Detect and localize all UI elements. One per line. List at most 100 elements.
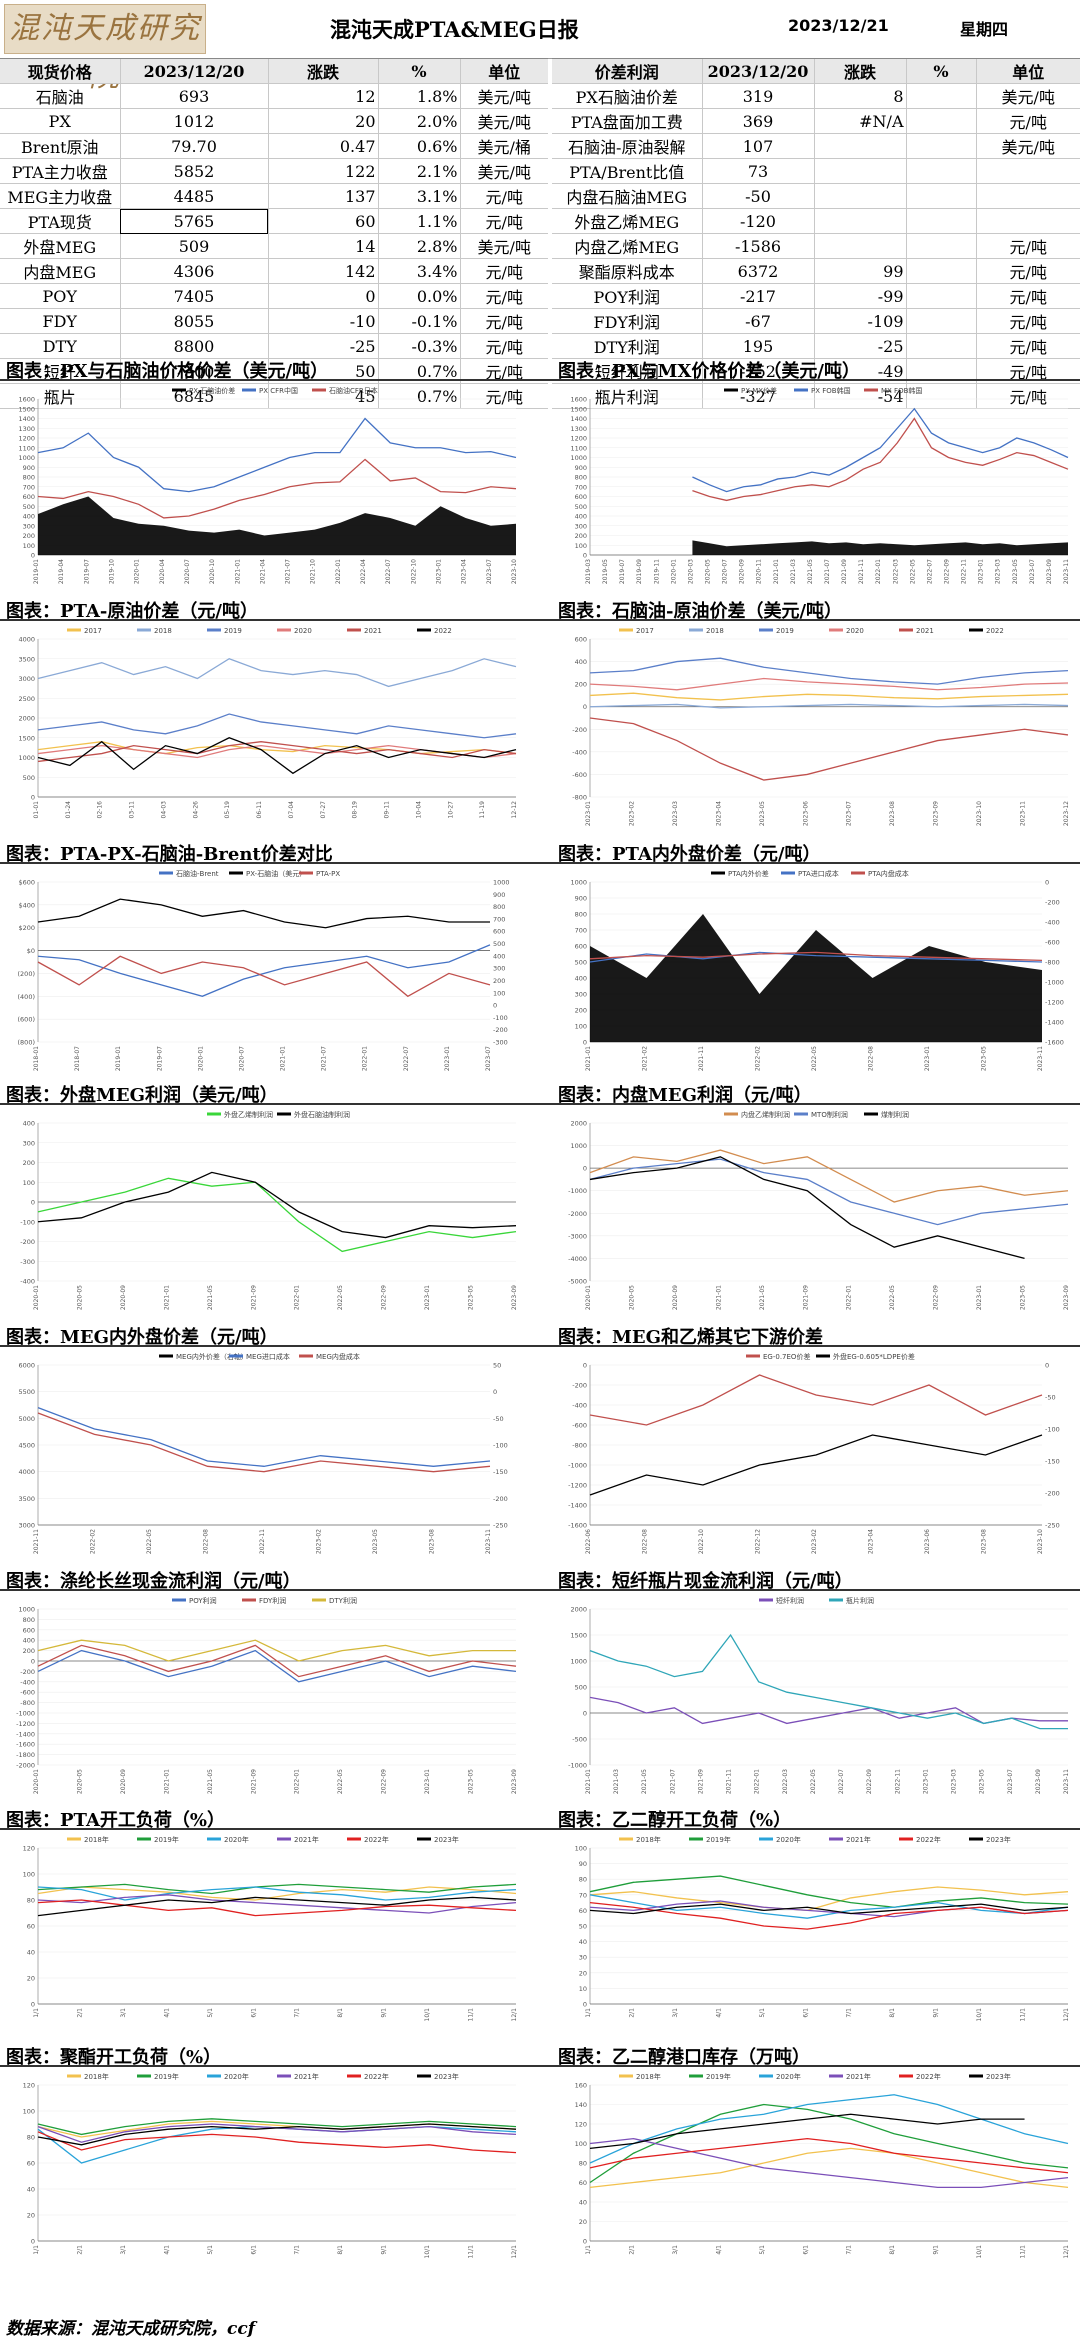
y-tick-label: 4000 xyxy=(18,1468,35,1476)
y-tick-label: 900 xyxy=(575,895,587,903)
y-tick-label: 0 xyxy=(583,2001,587,2009)
spread-profit-cell: -217 xyxy=(701,283,814,309)
x-tick-label: 2023-09 xyxy=(1063,1285,1070,1310)
spread-profit-cell xyxy=(975,158,1080,184)
y-tick-label: 1000 xyxy=(18,1606,35,1614)
y-tick-label: 600 xyxy=(575,636,587,644)
legend-label: 2017 xyxy=(84,627,102,635)
x-tick-label: 2021-05 xyxy=(759,1285,766,1310)
y-tick-label: 1100 xyxy=(570,444,587,452)
y-tick-label: -1000 xyxy=(568,1462,587,1470)
spot-price-cell: 79.70 xyxy=(119,133,268,159)
y2-tick-label: -250 xyxy=(493,1522,508,1530)
y2-tick-label: -250 xyxy=(1045,1522,1060,1530)
x-tick-label: 2021-09 xyxy=(250,1285,257,1310)
x-tick-label: 2023-10 xyxy=(511,559,518,584)
y-tick-label: 400 xyxy=(23,1120,35,1128)
x-tick-label: 2020-07 xyxy=(184,559,191,584)
x-tick-label: 2021-07 xyxy=(321,1046,328,1071)
y-tick-label: 120 xyxy=(23,1845,35,1853)
x-tick-label: 2020-07 xyxy=(722,559,729,584)
spot-price-cell: 7405 xyxy=(119,283,268,309)
spot-price-header-row: 现货价格 2023/12/20 涨跌% 单位 xyxy=(0,58,548,84)
series-line xyxy=(589,1901,1069,1930)
chart-legend: 2018年 2019年 2020年 2021年 2022年 2023年 xyxy=(67,1835,459,1844)
chart-title: 图表：PTA内外盘价差（元/吨） xyxy=(558,844,821,865)
legend-label: 2019年 xyxy=(154,2072,179,2081)
x-tick-label: 2020-01 xyxy=(585,1285,592,1310)
legend-label: 2019 xyxy=(224,627,242,635)
spread-profit-cell: -1586 xyxy=(701,233,814,259)
x-tick-label: 2022-03 xyxy=(782,1769,789,1794)
y-tick-label: -1600 xyxy=(16,1741,35,1749)
x-tick-label: 2023-04 xyxy=(868,1529,875,1554)
y-tick-label: 0 xyxy=(583,552,587,560)
y-tick-label: 120 xyxy=(575,2121,587,2129)
legend-label: 2023年 xyxy=(434,2072,459,2081)
chart-title: 图表：内盘MEG利润（元/吨） xyxy=(558,1085,812,1106)
y-tick-label: 60 xyxy=(27,1923,35,1931)
chart-canvas: EG-0.7EO价差 外盘EG-0.605*LDPE价差 -1600 -1400 -12… xyxy=(568,1352,1060,1554)
y-tick-label: 60 xyxy=(579,2179,587,2187)
x-tick-label: 2023-05 xyxy=(759,801,766,826)
spread-profit-cell xyxy=(905,183,976,209)
x-tick-label: 2023-07 xyxy=(1007,1769,1014,1794)
legend-label: 2022 xyxy=(434,627,452,635)
spread-profit-cell: 元/吨 xyxy=(975,108,1080,134)
y2-tick-label: -1600 xyxy=(1045,1039,1064,1047)
spot-price-cell: 137 xyxy=(267,183,378,209)
series-line xyxy=(37,944,491,997)
x-tick-label: 2022-01 xyxy=(754,1769,761,1794)
spread-profit-cell: 369 xyxy=(701,108,814,134)
y-tick-label: 1300 xyxy=(570,425,587,433)
series-line xyxy=(37,458,517,519)
spread-profit-row: PX石脑油价差 319 8 美元/吨 xyxy=(552,83,1080,109)
x-tick-label: 4/1 xyxy=(715,2008,722,2018)
spread-profit-cell: 73 xyxy=(701,158,814,184)
spot-price-cell: 3.4% xyxy=(377,258,460,284)
y2-tick-label: 0 xyxy=(1045,1362,1049,1370)
report-header: 混沌天成研究院 混沌天成PTA&MEG日报 2023/12/21 星期四 xyxy=(0,0,1080,94)
y-tick-label: 400 xyxy=(23,513,35,521)
spread-profit-cell: 外盘乙烯MEG xyxy=(552,208,702,234)
x-tick-label: 4/1 xyxy=(163,2008,170,2018)
series-line xyxy=(37,1412,491,1473)
legend-label: 2023年 xyxy=(434,1835,459,1844)
x-tick-label: 3/1 xyxy=(120,2008,127,2018)
series-line xyxy=(37,1171,517,1239)
chart-legend: 2018年 2019年 2020年 2021年 2022年 2023年 xyxy=(619,1835,1011,1844)
y-tick-label: 500 xyxy=(575,959,587,967)
series-line xyxy=(589,717,1069,781)
series-line xyxy=(589,657,1069,685)
legend-label: 瓶片利润 xyxy=(846,1596,874,1605)
y2-tick-label: 0 xyxy=(493,1388,497,1396)
spread-profit-row: FDY利润 -67 -109 元/吨 xyxy=(552,308,1080,334)
y-tick-label: -400 xyxy=(20,1678,35,1686)
y-tick-label: -600 xyxy=(572,1422,587,1430)
spot-price-cell: 693 xyxy=(119,83,268,109)
x-tick-label: 2022-11 xyxy=(259,1529,266,1554)
spread-profit-cell xyxy=(905,283,976,309)
y-tick-label: 200 xyxy=(575,1007,587,1015)
spot-price-cell: PTA现货 xyxy=(0,208,120,234)
y-tick-label: (200) xyxy=(18,970,35,978)
spot-price-cell: 0.0% xyxy=(377,283,460,309)
x-tick-label: 2020-09 xyxy=(672,1285,679,1310)
legend-label: 煤制利润 xyxy=(881,1110,909,1119)
chart-title: 图表：PX与MX价格价差（美元/吨） xyxy=(558,361,860,382)
spread-profit-cell xyxy=(905,258,976,284)
series-line xyxy=(37,1407,491,1467)
spread-profit-header-cell: 2023/12/20 xyxy=(701,58,814,84)
y-tick-label: 40 xyxy=(579,1938,587,1946)
spread-profit-table: 价差利润 2023/12/20 涨跌% 单位 PX石脑油价差 319 8 美元/吨 PTA盘面… xyxy=(552,58,1080,409)
x-tick-label: 2022-01 xyxy=(362,1046,369,1071)
spot-price-cell: 美元/吨 xyxy=(459,108,548,134)
spot-price-cell: 8055 xyxy=(119,308,268,334)
series-line xyxy=(589,2094,1069,2164)
spread-profit-cell xyxy=(905,83,976,109)
x-tick-label: 2019-04 xyxy=(58,559,65,584)
x-tick-label: 2021-02 xyxy=(642,1046,649,1071)
chart-title: 图表：MEG和乙烯其它下游价差 xyxy=(558,1327,824,1348)
y-tick-label: (600) xyxy=(18,1016,35,1024)
legend-label: 内盘乙烯制利润 xyxy=(741,1110,790,1119)
